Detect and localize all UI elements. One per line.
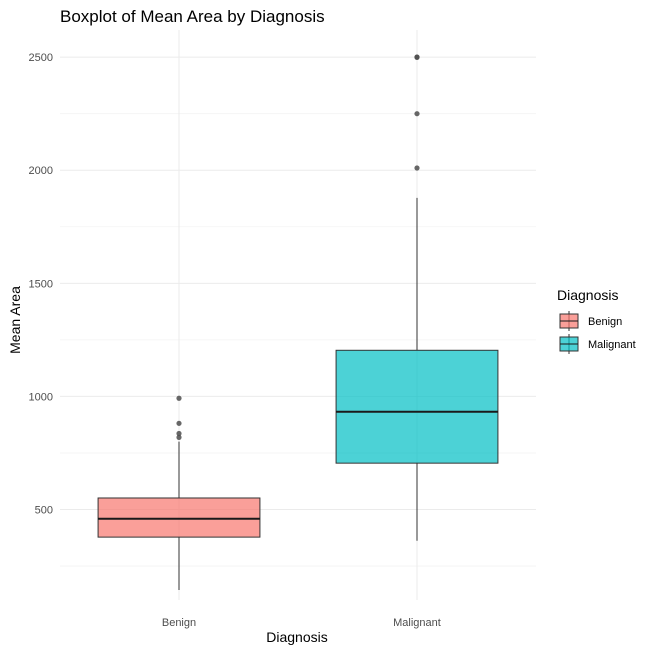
outlier-point (176, 430, 182, 437)
y-axis-ticks: 500 1000 1500 2000 2500 (29, 52, 53, 516)
y-tick-label: 2000 (29, 165, 53, 177)
box-group-benign (97, 395, 261, 591)
box-layer (97, 54, 499, 591)
y-tick-label: 1500 (29, 278, 53, 290)
x-axis-title: Diagnosis (266, 629, 327, 645)
y-tick-label: 500 (35, 505, 53, 517)
outlier-point (176, 395, 182, 401)
y-tick-label: 1000 (29, 391, 53, 403)
x-tick-label: Benign (162, 617, 196, 629)
legend: Diagnosis Benign Malignant (557, 287, 636, 354)
box-iqr (335, 349, 499, 464)
y-tick-label: 2500 (29, 52, 53, 64)
chart-title: Boxplot of Mean Area by Diagnosis (60, 7, 325, 26)
y-axis-title: Mean Area (7, 286, 23, 354)
outlier-point (176, 420, 182, 426)
box-group-malignant (335, 54, 499, 541)
outlier-point (414, 54, 420, 60)
legend-title: Diagnosis (557, 287, 618, 303)
outlier-point (414, 111, 420, 117)
x-tick-label: Malignant (393, 617, 441, 629)
x-axis-ticks: Benign Malignant (162, 617, 441, 629)
box-iqr (97, 497, 261, 538)
legend-label: Benign (588, 316, 622, 328)
legend-label: Malignant (588, 339, 636, 351)
outlier-point (414, 165, 420, 171)
outlier-point (176, 434, 182, 440)
